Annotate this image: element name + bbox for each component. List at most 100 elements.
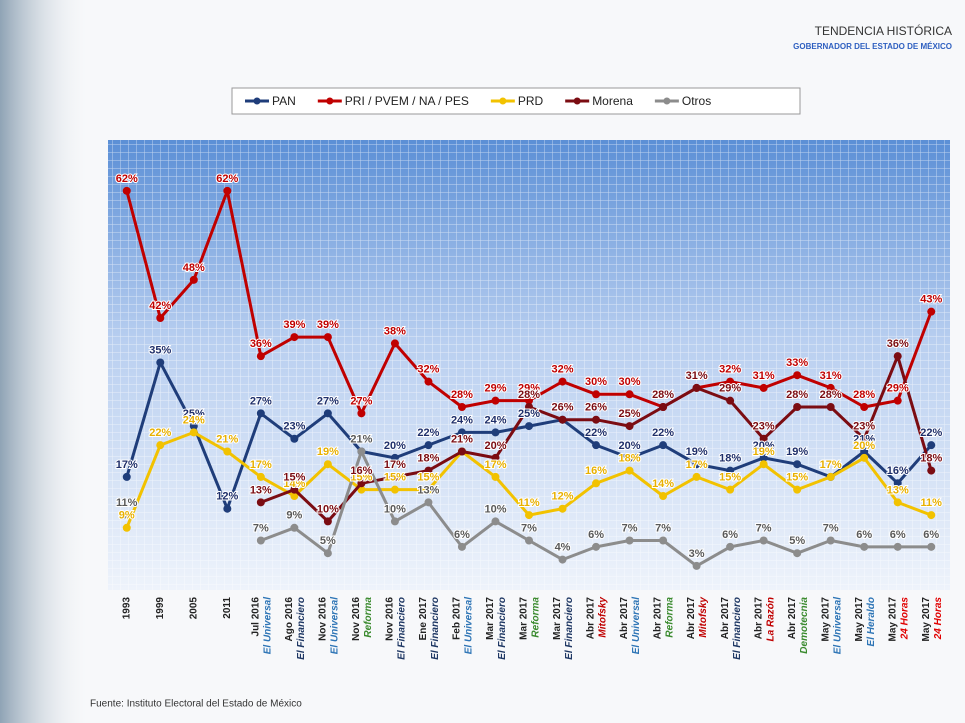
data-point [558,555,567,564]
legend: PAN PRI / PVEM / NA / PES PRD Morena Otros [245,94,711,108]
data-point [826,472,835,481]
data-label: 17% [250,459,272,471]
data-point [189,428,198,437]
x-source-label: El Financiero [732,597,743,660]
data-point [625,422,634,431]
data-point [860,403,869,411]
data-label: 32% [417,363,439,375]
data-point [860,542,869,551]
data-point [256,498,265,507]
data-label: 21% [853,433,875,445]
data-label: 17% [116,459,138,471]
data-point [256,472,265,481]
x-tick-label: Abr 2017 [619,597,630,640]
x-source-label: El Financiero [497,597,508,660]
x-tick-label: Feb 2017 [452,597,463,640]
data-label: 31% [686,370,708,382]
data-label: 28% [652,389,674,401]
x-tick-label: Nov 2016 [385,597,396,641]
data-label: 10% [317,503,339,515]
data-label: 17% [384,459,406,471]
data-point [457,428,466,437]
x-tick-label: May 2017 [921,597,932,642]
data-label: 42% [149,300,171,312]
data-label: 28% [518,389,540,401]
data-point [223,186,232,195]
data-point [927,466,936,475]
data-point [189,422,198,431]
data-label: 22% [149,427,171,439]
data-point [592,479,601,488]
x-tick-label: Jul 2016 [250,597,261,637]
legend-label: PRI / PVEM / NA / PES [345,94,469,108]
data-label: 32% [719,363,741,375]
data-point [893,396,902,405]
data-label: 27% [350,395,372,407]
data-label: 62% [216,173,238,185]
data-label: 6% [923,529,939,541]
data-point [256,352,265,361]
data-point [893,542,902,551]
x-tick-label: Nov 2016 [351,597,362,641]
data-point [390,472,399,481]
data-point [323,333,332,342]
data-point [726,466,735,475]
data-label: 24% [484,414,506,426]
x-tick-label: Mar 2017 [552,597,563,640]
x-tick-label: 2011 [222,597,233,619]
data-label: 39% [283,319,305,331]
data-label: 28% [451,389,473,401]
x-tick-label: Abr 2017 [586,597,597,640]
data-point [558,415,567,424]
data-point [390,453,399,462]
data-point [491,428,500,437]
data-point [189,275,198,284]
data-label: 6% [454,529,470,541]
data-label: 6% [722,529,738,541]
data-point [759,536,768,545]
data-point [860,447,869,456]
data-label: 10% [484,503,506,515]
legend-marker [663,97,671,105]
data-label: 36% [250,338,272,350]
data-label: 26% [585,402,607,414]
data-label: 33% [786,357,808,369]
x-tick-label: 2005 [188,597,199,620]
data-label: 11% [518,497,540,509]
data-label: 31% [820,370,842,382]
data-point [793,371,802,380]
data-label: 19% [686,446,708,458]
data-point [692,561,701,570]
data-label: 20% [753,440,775,452]
data-label: 7% [823,522,839,534]
data-label: 19% [786,446,808,458]
data-label: 39% [317,319,339,331]
data-point [457,542,466,551]
data-label: 30% [585,376,607,388]
data-label: 18% [719,452,741,464]
data-label: 43% [920,294,942,306]
data-point [122,523,131,532]
data-point [256,409,265,418]
data-label: 7% [253,522,269,534]
legend-marker [253,97,261,105]
data-label: 16% [350,465,372,477]
x-source-label: El Universal [262,597,273,654]
data-point [323,517,332,526]
data-label: 20% [384,440,406,452]
data-point [625,466,634,475]
data-label: 29% [518,383,540,395]
data-point [390,517,399,526]
data-point [323,409,332,418]
data-label: 12% [552,491,574,503]
x-source-label: El Universal [631,597,642,654]
data-point [558,377,567,386]
data-point [390,339,399,348]
data-label: 23% [283,421,305,433]
data-point [893,352,902,361]
data-label: 7% [655,522,671,534]
data-label: 7% [756,522,772,534]
data-label: 6% [856,529,872,541]
data-label: 17% [686,459,708,471]
x-tick-label: Abr 2017 [787,597,798,640]
